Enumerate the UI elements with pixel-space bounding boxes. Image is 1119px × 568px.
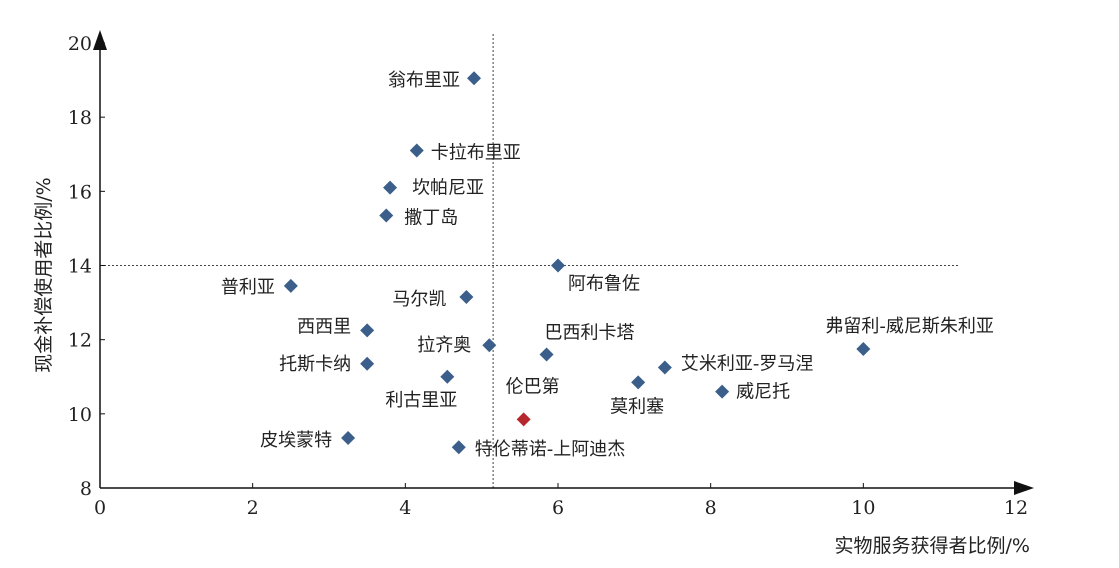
axes [93,30,1034,495]
x-tick-label: 6 [552,497,564,519]
point-label: 利古里亚 [385,390,457,411]
data-point [539,347,554,362]
x-tick-label: 10 [851,497,875,519]
point-label: 西西里 [297,316,351,337]
data-point [409,143,424,158]
point-label: 翁布里亚 [388,70,460,91]
point-label: 莫利塞 [610,396,664,417]
data-point [283,278,298,293]
x-axis-arrow [1014,481,1034,495]
point-label: 卡拉布里亚 [431,143,521,164]
point-label: 弗留利-威尼斯朱利亚 [825,316,994,337]
data-point [440,369,455,384]
data-point [451,440,466,455]
data-point [459,290,474,305]
y-tick-label: 8 [80,478,92,500]
point-label: 普利亚 [221,277,275,298]
data-point [482,338,497,353]
data-point [715,384,730,399]
data-point [467,71,482,86]
point-label: 马尔凯 [392,289,446,310]
reference-lines [100,34,958,488]
data-point [360,356,375,371]
data-point [379,208,394,223]
point-label: 撒丁岛 [404,207,458,228]
y-axis-title: 现金补偿使用者比例/% [33,177,55,372]
data-points [283,71,871,455]
x-tick-label: 8 [705,497,717,519]
tick-labels: 0 2 4 6 8 10 12 8 10 12 14 16 18 20 [68,33,1028,519]
x-tick-label: 0 [94,497,106,519]
y-tick-label: 14 [68,256,92,278]
point-label: 威尼托 [736,382,790,403]
data-point [631,375,646,390]
data-point [657,360,672,375]
y-axis-arrow [93,30,107,50]
point-label: 坎帕尼亚 [412,178,484,199]
point-label: 伦巴第 [506,376,560,397]
point-label: 拉齐奥 [417,335,471,356]
x-tick-label: 12 [1004,497,1028,519]
point-label: 皮埃蒙特 [260,430,332,451]
point-label: 特伦蒂诺-上阿迪杰 [475,439,626,460]
point-label: 艾米利亚-罗马涅 [681,353,814,374]
x-axis-title: 实物服务获得者比例/% [835,535,1030,557]
highlight-point [516,412,531,427]
y-tick-label: 16 [68,181,92,203]
x-tick-label: 2 [247,497,259,519]
data-point [341,430,356,445]
y-tick-label: 18 [68,107,92,129]
y-tick-label: 10 [68,404,92,426]
data-point [856,341,871,356]
point-label: 巴西利卡塔 [545,323,635,344]
y-tick-label: 20 [68,33,92,55]
x-tick-label: 4 [399,497,411,519]
data-point [551,258,565,273]
point-label: 阿布鲁佐 [568,274,640,295]
y-tick-label: 12 [68,330,92,352]
data-point [360,323,375,338]
point-label: 托斯卡纳 [279,354,351,375]
data-point [383,180,398,195]
